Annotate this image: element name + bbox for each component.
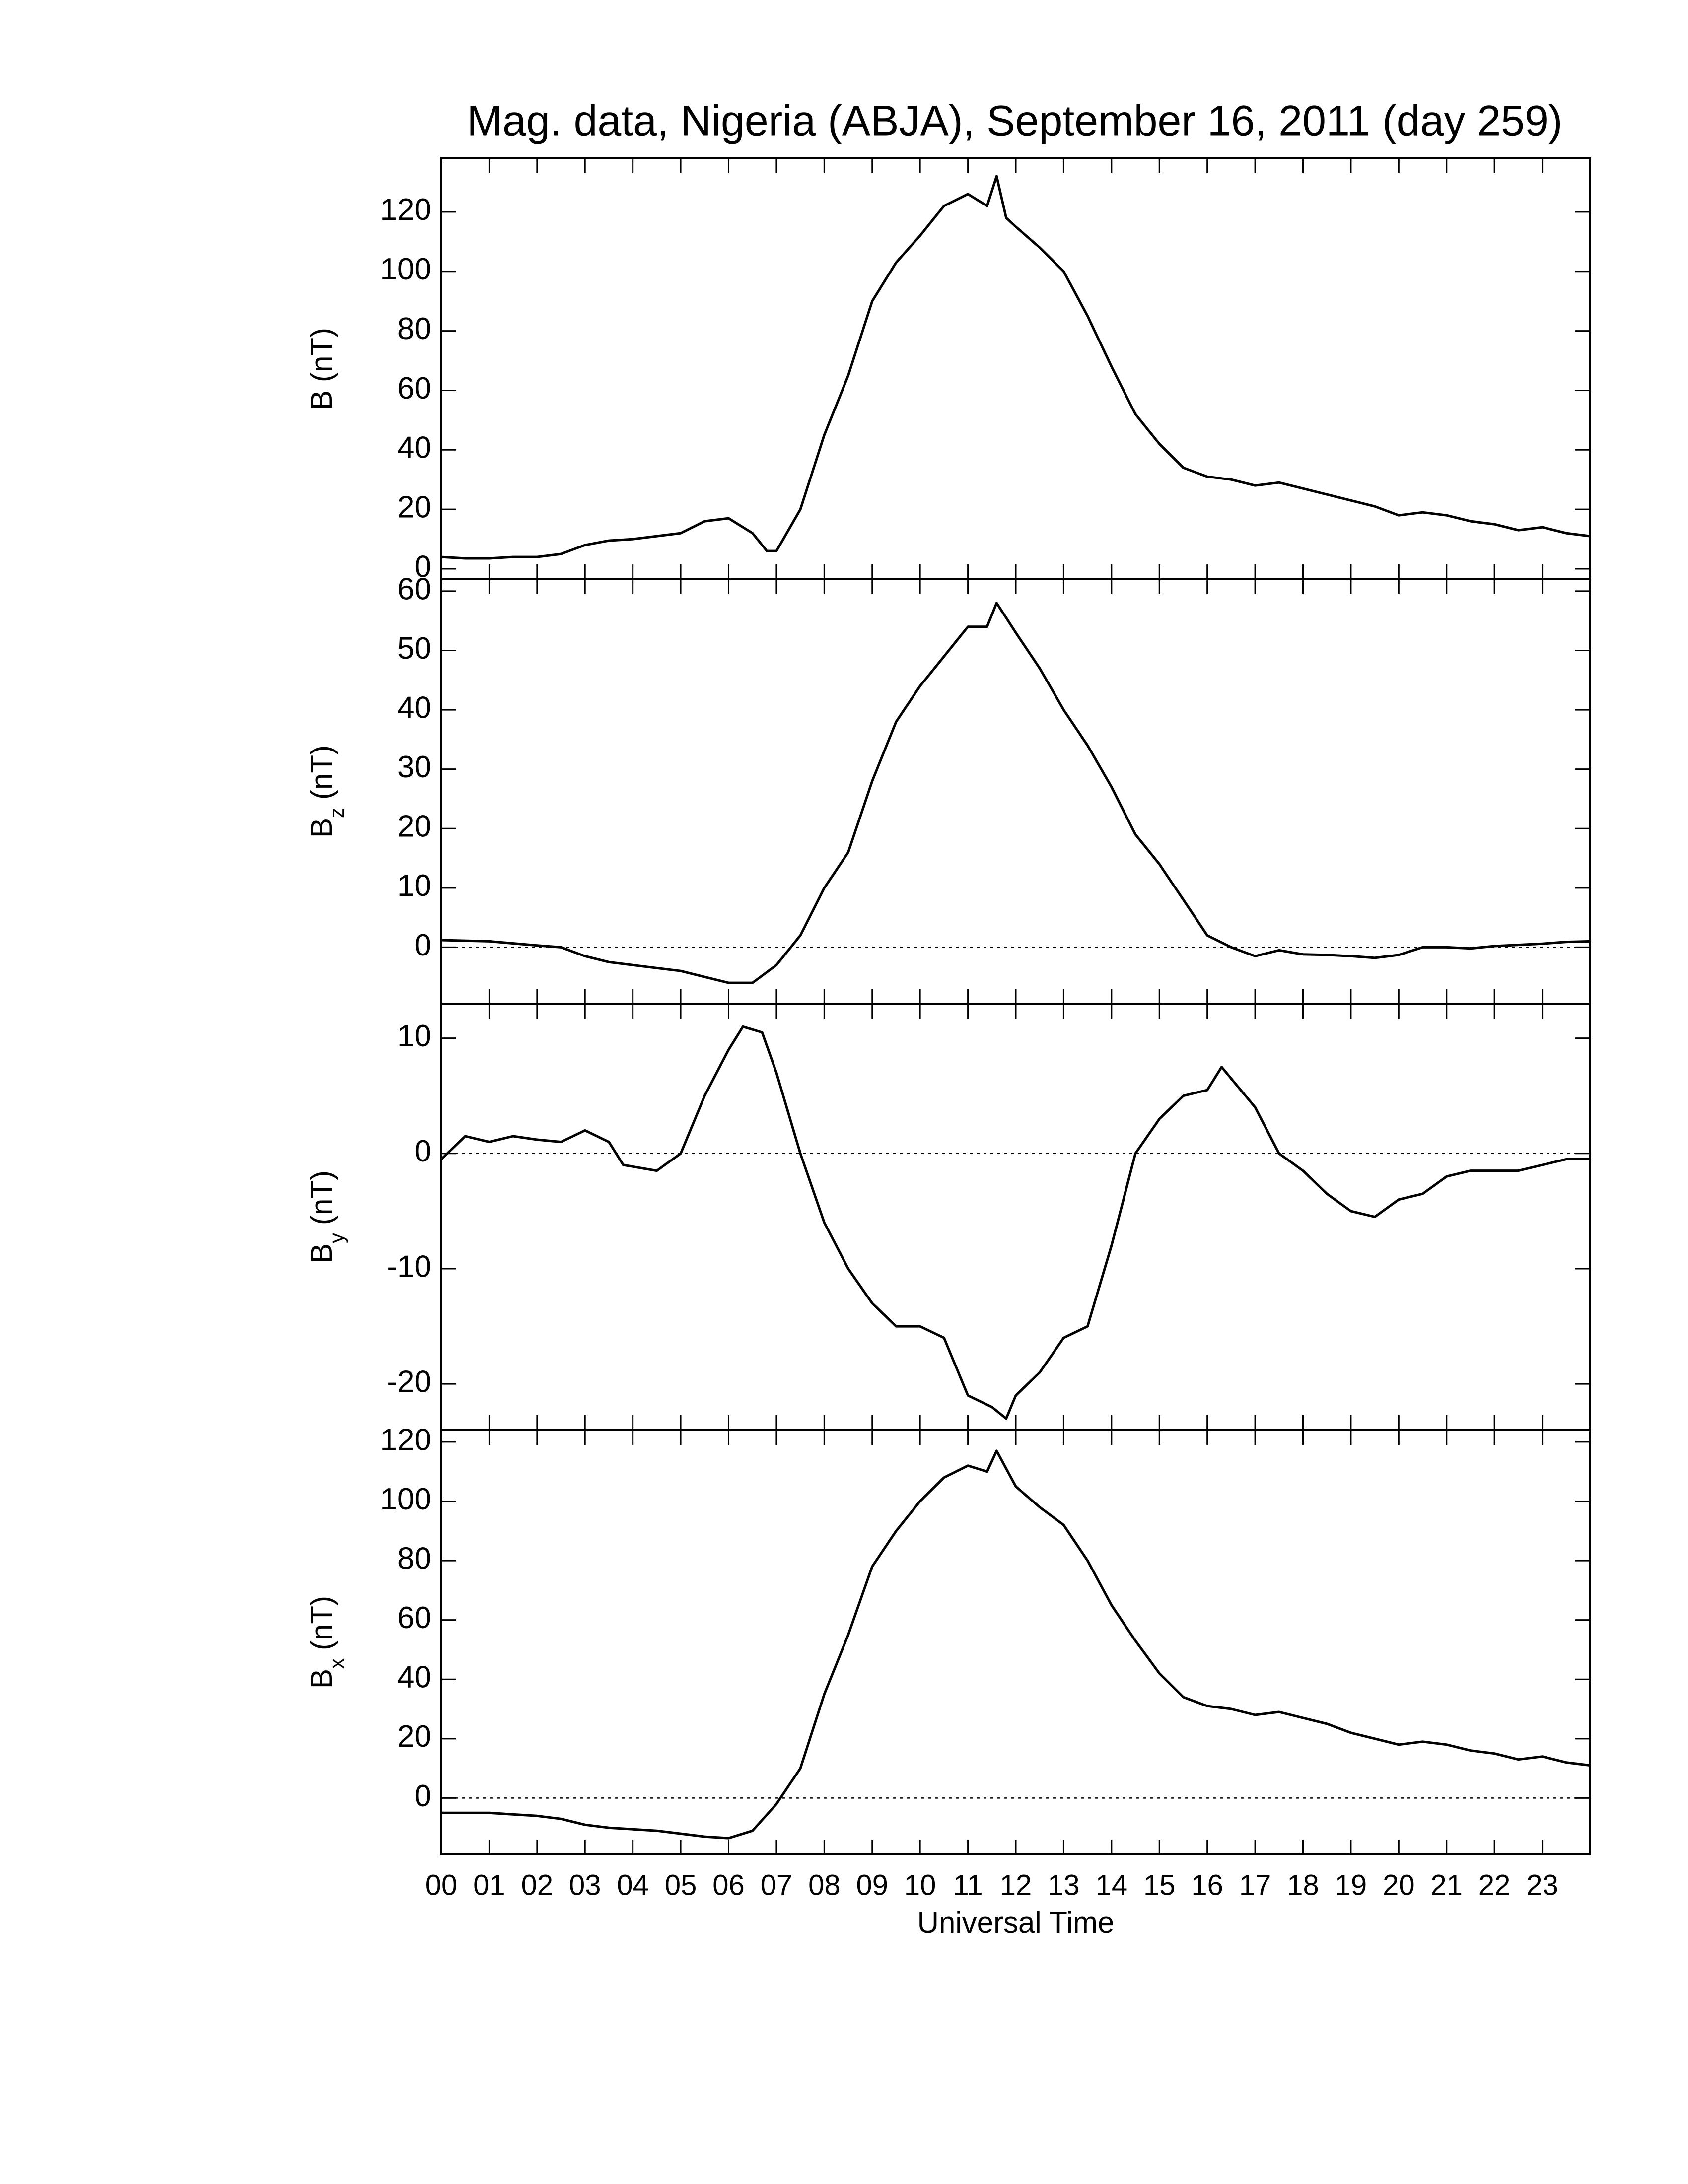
- y-tick-label: 0: [415, 1779, 431, 1813]
- y-tick-label: 0: [415, 549, 431, 584]
- y-tick-label: 0: [415, 1134, 431, 1168]
- y-label-symbol: B: [305, 1243, 338, 1263]
- y-tick-label: -10: [387, 1249, 431, 1284]
- y-tick-label: 20: [397, 810, 431, 844]
- y-axis-label: Bx (nT): [305, 1596, 348, 1689]
- y-tick-label: 120: [380, 193, 431, 227]
- y-tick-label: 10: [397, 869, 431, 903]
- y-label-subscript: z: [325, 808, 348, 818]
- x-tick-label: 21: [1430, 1869, 1463, 1901]
- y-tick-label: 40: [397, 1660, 431, 1695]
- y-tick-label: 10: [397, 1019, 431, 1053]
- y-label-subscript: x: [325, 1658, 348, 1669]
- x-tick-label: 17: [1239, 1869, 1271, 1901]
- x-tick-label: 08: [808, 1869, 841, 1901]
- x-tick-label: 19: [1335, 1869, 1367, 1901]
- x-tick-label: 16: [1191, 1869, 1223, 1901]
- data-line: [440, 1025, 1590, 1420]
- data-line: [441, 1449, 1591, 1840]
- x-axis-label: Universal Time: [917, 1906, 1115, 1939]
- y-label-subscript: y: [325, 1233, 348, 1243]
- y-label-unit: (nT): [305, 1596, 338, 1650]
- y-tick-label: 80: [397, 312, 431, 346]
- y-tick-label: 40: [397, 431, 431, 465]
- x-tick-label: 22: [1478, 1869, 1511, 1901]
- y-tick-label: 100: [380, 1482, 431, 1516]
- x-tick-label: 12: [1000, 1869, 1032, 1901]
- y-label-unit: (nT): [305, 745, 338, 800]
- x-tick-label: 04: [617, 1869, 649, 1901]
- y-tick-label: 100: [380, 252, 431, 286]
- y-tick-label: 20: [397, 490, 431, 525]
- y-tick-label: 60: [397, 572, 431, 606]
- y-label-symbol: B: [305, 1669, 338, 1689]
- y-tick-label: 60: [397, 371, 431, 406]
- x-tick-label: 05: [665, 1869, 697, 1901]
- y-tick-label: 30: [397, 750, 431, 784]
- x-tick-label: 13: [1048, 1869, 1080, 1901]
- data-line: [441, 602, 1591, 984]
- x-tick-label: 02: [521, 1869, 554, 1901]
- y-tick-label: -20: [387, 1365, 431, 1399]
- x-tick-label: 23: [1526, 1869, 1558, 1901]
- y-axis-label: B (nT): [305, 328, 338, 410]
- y-tick-label: 0: [415, 928, 431, 962]
- y-tick-label: 20: [397, 1719, 431, 1754]
- y-tick-label: 60: [397, 1601, 431, 1635]
- x-tick-label: 06: [712, 1869, 745, 1901]
- x-tick-label: 11: [953, 1869, 983, 1901]
- data-line: [441, 175, 1591, 560]
- x-tick-label: 10: [904, 1869, 936, 1901]
- y-axis-label: By (nT): [305, 1170, 348, 1263]
- y-label-unit: (nT): [305, 328, 338, 382]
- x-tick-label: 14: [1096, 1869, 1128, 1901]
- x-tick-label: 01: [473, 1869, 505, 1901]
- x-tick-label: 00: [425, 1869, 458, 1901]
- x-tick-label: 07: [761, 1869, 793, 1901]
- chart-title: Mag. data, Nigeria (ABJA), September 16,…: [467, 97, 1563, 145]
- y-label-unit: (nT): [305, 1170, 338, 1225]
- y-label-symbol: B: [305, 818, 338, 838]
- x-tick-label: 09: [856, 1869, 888, 1901]
- y-tick-label: 40: [397, 690, 431, 725]
- y-tick-label: 80: [397, 1541, 431, 1575]
- x-tick-label: 15: [1143, 1869, 1176, 1901]
- y-tick-label: 50: [397, 631, 431, 666]
- y-axis-label: Bz (nT): [305, 745, 348, 838]
- y-label-symbol: B: [305, 390, 338, 410]
- x-tick-label: 03: [569, 1869, 601, 1901]
- x-tick-label: 18: [1287, 1869, 1319, 1901]
- y-tick-label: 120: [380, 1423, 431, 1457]
- x-tick-label: 20: [1383, 1869, 1415, 1901]
